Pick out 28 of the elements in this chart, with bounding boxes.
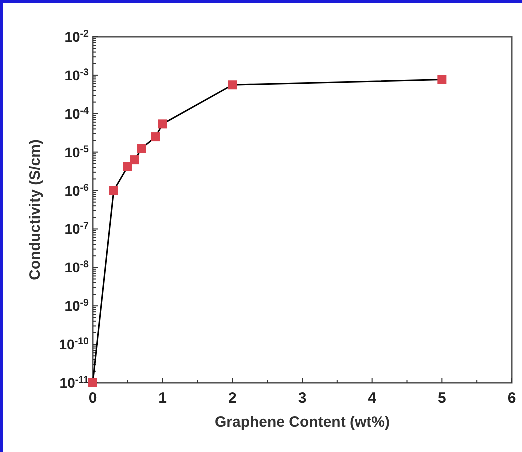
point (158, 120, 168, 129)
point (151, 132, 160, 142)
y-tick-label: 10$^{-6}$ (64, 182, 90, 199)
point (88, 378, 98, 388)
y-tick-label: 10$^{-9}$ (64, 298, 90, 314)
x-tick-label: 2 (228, 390, 237, 407)
point (228, 80, 238, 90)
y-tick-label: 10$^{-11}$ (60, 374, 90, 391)
x-tick-label: 3 (298, 390, 307, 407)
point (130, 156, 140, 165)
y-tick-label: 10$^{-3}$ (64, 66, 90, 84)
y-tick-label: 10$^{-7}$ (64, 220, 90, 238)
x-tick-label: 4 (368, 390, 378, 407)
y-tick-label: 10$^{-2}$ (64, 28, 90, 45)
point (438, 75, 447, 84)
x-tick-label: 6 (508, 390, 516, 407)
point (123, 162, 132, 172)
x-tick-label: 5 (438, 390, 446, 407)
y-tick-label: 10$^{-10}$ (59, 336, 90, 353)
x-axis-title: Graphene Content (wt%) (215, 414, 390, 431)
x-tick-label: 0 (88, 390, 98, 407)
y-tick-label: 10$^{-4}$ (64, 105, 90, 122)
x-tick-label: 1 (158, 390, 168, 407)
y-tick-label: 10$^{-5}$ (64, 144, 90, 160)
y-tick-label: 10$^{-8}$ (64, 259, 90, 276)
y-axis-title: Conductivity (S/cm) (27, 140, 44, 280)
point (109, 186, 118, 196)
point (137, 144, 146, 154)
